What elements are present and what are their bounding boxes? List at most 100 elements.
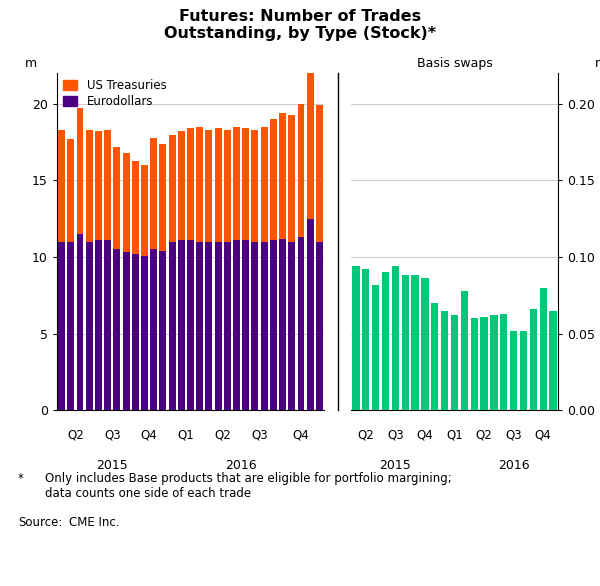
- Text: Q3: Q3: [104, 429, 121, 442]
- Bar: [421, 278, 428, 410]
- Bar: [352, 266, 359, 410]
- Bar: [500, 314, 508, 410]
- Bar: [520, 331, 527, 410]
- Bar: [132, 254, 139, 410]
- Bar: [86, 130, 92, 241]
- Text: Q4: Q4: [535, 429, 551, 442]
- Bar: [104, 130, 111, 240]
- Bar: [261, 127, 268, 241]
- Bar: [215, 241, 221, 410]
- Bar: [242, 128, 249, 240]
- Bar: [233, 127, 240, 240]
- Bar: [550, 311, 557, 410]
- Text: Q3: Q3: [251, 429, 268, 442]
- Bar: [392, 266, 399, 410]
- Text: m: m: [595, 57, 600, 70]
- Bar: [150, 250, 157, 410]
- Text: 2015: 2015: [97, 459, 128, 472]
- Bar: [451, 315, 458, 410]
- Bar: [279, 113, 286, 239]
- Text: 2016: 2016: [498, 459, 529, 472]
- Bar: [169, 241, 176, 410]
- Bar: [122, 253, 130, 410]
- Text: Q3: Q3: [387, 429, 404, 442]
- Bar: [178, 131, 185, 240]
- Bar: [77, 108, 83, 234]
- Bar: [132, 161, 139, 254]
- Bar: [169, 135, 176, 241]
- Bar: [539, 288, 547, 410]
- Text: Q3: Q3: [505, 429, 522, 442]
- Text: 2015: 2015: [379, 459, 411, 472]
- Bar: [251, 130, 259, 241]
- Bar: [196, 127, 203, 241]
- Bar: [251, 241, 259, 410]
- Bar: [104, 240, 111, 410]
- Bar: [141, 255, 148, 410]
- Text: Q4: Q4: [140, 429, 157, 442]
- Bar: [279, 239, 286, 410]
- Bar: [95, 131, 102, 240]
- Bar: [510, 331, 517, 410]
- Text: 2016: 2016: [226, 459, 257, 472]
- Bar: [261, 241, 268, 410]
- Bar: [215, 128, 221, 241]
- Bar: [187, 128, 194, 240]
- Bar: [58, 130, 65, 241]
- Bar: [122, 153, 130, 253]
- Bar: [316, 241, 323, 410]
- Bar: [307, 73, 314, 219]
- Text: CME Inc.: CME Inc.: [69, 516, 119, 529]
- Text: *: *: [18, 472, 24, 485]
- Text: Q2: Q2: [476, 429, 493, 442]
- Bar: [298, 104, 304, 237]
- Bar: [382, 272, 389, 410]
- Bar: [113, 250, 120, 410]
- Bar: [412, 275, 419, 410]
- Bar: [178, 240, 185, 410]
- Bar: [270, 240, 277, 410]
- Bar: [224, 130, 231, 241]
- Bar: [362, 270, 370, 410]
- Bar: [316, 105, 323, 241]
- Text: Q1: Q1: [178, 429, 194, 442]
- Text: m: m: [25, 57, 37, 70]
- Bar: [307, 219, 314, 410]
- Bar: [205, 130, 212, 241]
- Bar: [86, 241, 92, 410]
- Bar: [160, 144, 166, 251]
- Bar: [233, 240, 240, 410]
- Bar: [141, 165, 148, 255]
- Bar: [95, 240, 102, 410]
- Bar: [270, 119, 277, 240]
- Bar: [289, 115, 295, 241]
- Bar: [67, 241, 74, 410]
- Text: Source:: Source:: [18, 516, 62, 529]
- Text: Q2: Q2: [214, 429, 231, 442]
- Bar: [77, 234, 83, 410]
- Bar: [298, 237, 304, 410]
- Bar: [490, 315, 497, 410]
- Bar: [242, 240, 249, 410]
- Bar: [372, 285, 379, 410]
- Bar: [187, 240, 194, 410]
- Bar: [113, 146, 120, 250]
- Bar: [196, 241, 203, 410]
- Text: Q2: Q2: [358, 429, 374, 442]
- Text: Q1: Q1: [446, 429, 463, 442]
- Bar: [224, 241, 231, 410]
- Bar: [401, 275, 409, 410]
- Text: Futures: Number of Trades
Outstanding, by Type (Stock)*: Futures: Number of Trades Outstanding, b…: [164, 9, 436, 41]
- Text: Only includes Base products that are eligible for portfolio margining;
data coun: Only includes Base products that are eli…: [45, 472, 452, 500]
- Bar: [431, 303, 439, 410]
- Bar: [205, 241, 212, 410]
- Bar: [441, 311, 448, 410]
- Text: Q4: Q4: [293, 429, 310, 442]
- Bar: [289, 241, 295, 410]
- Text: Q2: Q2: [67, 429, 84, 442]
- Text: Q4: Q4: [416, 429, 433, 442]
- Bar: [58, 241, 65, 410]
- Bar: [481, 317, 488, 410]
- Bar: [150, 138, 157, 250]
- Bar: [470, 318, 478, 410]
